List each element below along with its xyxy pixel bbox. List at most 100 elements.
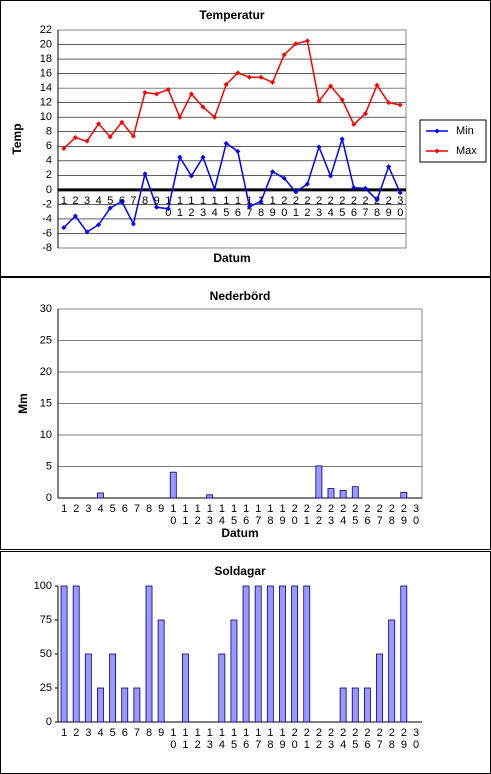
x-tick-label: 27 <box>374 727 386 751</box>
x-tick-label: 28 <box>371 195 383 219</box>
x-tick-label: 1 <box>58 727 70 739</box>
y-tick-label: 0 <box>46 184 52 196</box>
chart-title: Temperatur <box>199 8 264 22</box>
y-tick-label: -2 <box>42 198 52 210</box>
x-tick-label: 30 <box>410 503 422 527</box>
x-tick-label: 12 <box>185 195 197 219</box>
x-tick-label: 28 <box>386 503 398 527</box>
marker <box>258 198 264 204</box>
marker <box>362 111 368 117</box>
x-tick-label: 24 <box>325 195 337 219</box>
bar <box>121 687 129 723</box>
x-tick-label: 13 <box>204 727 216 751</box>
bar <box>157 619 165 723</box>
marker <box>328 83 334 89</box>
x-tick-label: 4 <box>93 195 105 207</box>
x-tick-label: 21 <box>301 727 313 751</box>
marker <box>142 89 148 95</box>
marker <box>154 91 160 97</box>
y-tick-label: 0 <box>46 716 52 728</box>
y-tick-label: 15 <box>40 397 52 409</box>
x-tick-label: 19 <box>267 195 279 219</box>
bar <box>109 653 117 723</box>
bar <box>133 687 141 723</box>
x-tick-label: 11 <box>174 195 186 219</box>
marker <box>362 185 368 191</box>
bar <box>327 488 335 499</box>
marker <box>223 140 229 146</box>
x-tick-label: 13 <box>204 503 216 527</box>
marker <box>72 135 78 141</box>
x-tick-label: 22 <box>313 727 325 751</box>
y-tick-label: -8 <box>42 242 52 254</box>
marker <box>328 173 334 179</box>
bar <box>206 494 214 499</box>
x-tick-label: 26 <box>361 727 373 751</box>
y-tick-label: 6 <box>46 140 52 152</box>
x-tick-label: 16 <box>240 503 252 527</box>
y-tick-label: 16 <box>40 68 52 80</box>
x-tick-label: 21 <box>290 195 302 219</box>
marker <box>270 79 276 85</box>
y-tick-label: 22 <box>40 24 52 36</box>
x-tick-label: 26 <box>361 503 373 527</box>
line <box>63 39 401 149</box>
x-tick-label: 23 <box>325 727 337 751</box>
x-tick-label: 5 <box>107 503 119 515</box>
x-tick-label: 6 <box>119 727 131 739</box>
y-tick-label: 30 <box>40 303 52 315</box>
legend-marker <box>434 128 440 134</box>
marker <box>339 136 345 142</box>
bar <box>97 492 104 499</box>
x-tick-label: 20 <box>289 727 301 751</box>
x-tick-label: 7 <box>127 195 139 207</box>
x-tick-label: 29 <box>398 727 410 751</box>
x-tick-label: 22 <box>301 195 313 219</box>
marker <box>154 204 160 210</box>
y-tick-label: 5 <box>46 460 52 472</box>
y-tick-label: 75 <box>40 614 52 626</box>
x-tick-label: 23 <box>313 195 325 219</box>
legend-box <box>419 119 487 163</box>
y-tick-label: 100 <box>34 580 52 592</box>
bar <box>363 687 371 723</box>
marker <box>281 52 287 58</box>
chart-title: Nederbörd <box>210 289 271 303</box>
x-tick-label: 7 <box>131 503 143 515</box>
marker <box>397 102 403 108</box>
y-tick-label: 18 <box>40 53 52 65</box>
marker <box>386 100 392 106</box>
bar <box>72 585 80 723</box>
marker <box>374 197 380 203</box>
x-tick-label: 24 <box>337 503 349 527</box>
x-axis-label: Datum <box>221 526 258 540</box>
marker <box>316 144 322 150</box>
legend-label: Min <box>456 125 474 137</box>
x-tick-label: 11 <box>179 503 191 527</box>
bar <box>279 585 286 723</box>
x-tick-label: 30 <box>394 195 406 219</box>
x-tick-label: 16 <box>232 195 244 219</box>
x-tick-label: 5 <box>107 727 119 739</box>
x-tick-label: 22 <box>313 503 325 527</box>
x-tick-label: 3 <box>81 195 93 207</box>
marker <box>165 87 171 93</box>
y-tick-label: -4 <box>42 213 52 225</box>
marker <box>142 171 148 177</box>
x-tick-label: 12 <box>192 727 204 751</box>
x-tick-label: 16 <box>240 727 252 751</box>
marker <box>246 74 252 80</box>
bar <box>400 491 408 499</box>
x-tick-label: 19 <box>277 727 289 751</box>
y-axis-label: Temp <box>10 123 24 154</box>
y-tick-label: 20 <box>40 366 52 378</box>
marker <box>200 104 206 110</box>
x-tick-label: 24 <box>337 727 349 751</box>
y-tick-label: 4 <box>46 155 52 167</box>
x-tick-label: 7 <box>131 727 143 739</box>
marker <box>165 206 171 212</box>
bar <box>145 585 153 723</box>
x-tick-label: 18 <box>264 727 276 751</box>
x-tick-label: 18 <box>264 503 276 527</box>
